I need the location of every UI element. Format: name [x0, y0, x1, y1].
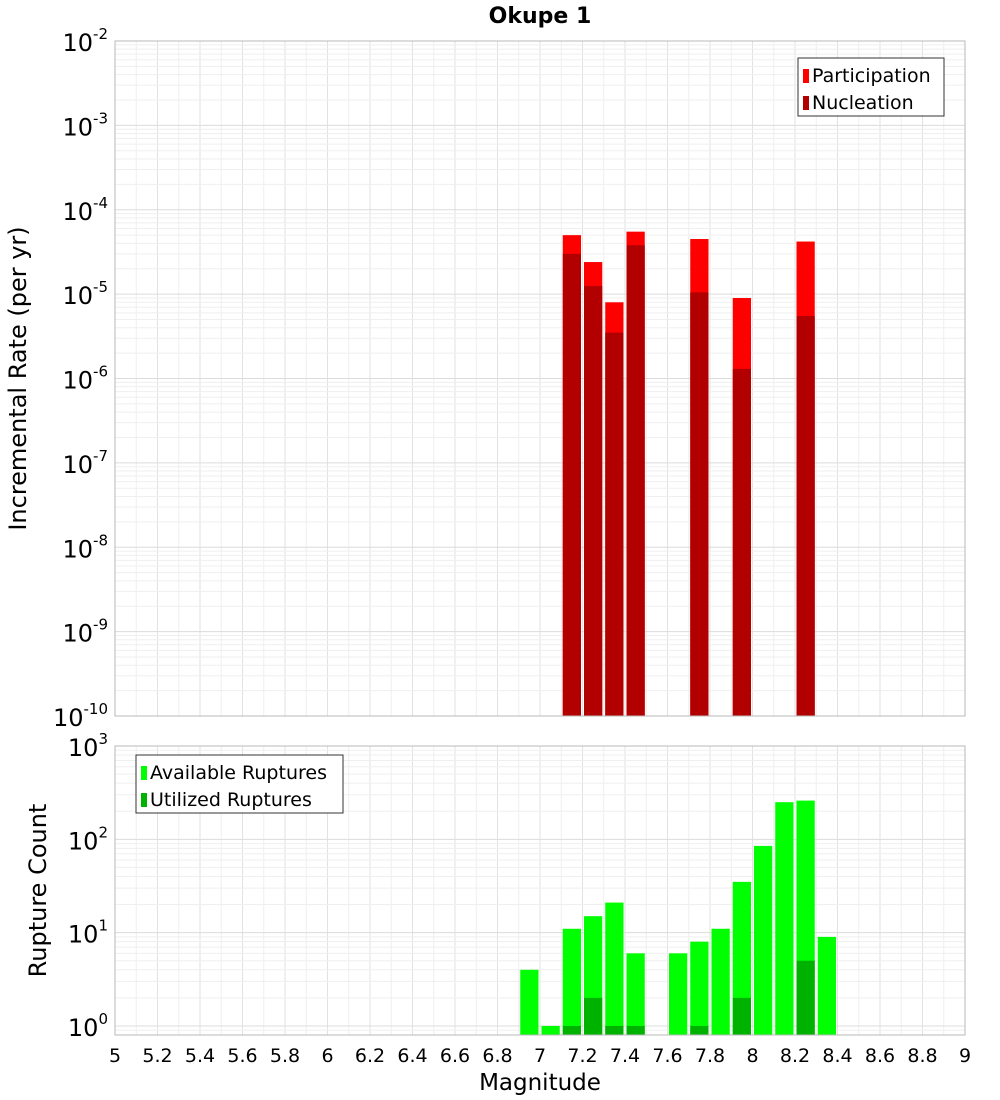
- bar-available-ruptures-7.65: [669, 953, 688, 1035]
- y-axis-label: Incremental Rate (per yr): [4, 226, 32, 530]
- legend-label-utilized-ruptures: Utilized Ruptures: [150, 789, 312, 811]
- x-tick-label: 7: [534, 1045, 546, 1067]
- bar-available-ruptures-8.05: [754, 845, 773, 1035]
- x-tick-label: 8.4: [822, 1045, 852, 1067]
- bar-available-ruptures-7.05: [541, 1025, 560, 1035]
- x-tick-label: 6.4: [397, 1045, 427, 1067]
- x-tick-label: 6.8: [482, 1045, 512, 1067]
- bar-nucleation-7.45: [626, 245, 645, 717]
- x-ticks: 5 5.2 5.4 5.6 5.8 6 6.2 6.4 6.6 6.8 7 7.2 7.4 7.6 7.8 8…: [109, 1045, 971, 1067]
- bar-available-ruptures-7.95: [732, 881, 751, 1035]
- legend-label-participation: Participation: [812, 65, 931, 87]
- bar-available-ruptures-7.35: [605, 902, 624, 1035]
- bar-nucleation-8.25: [796, 316, 815, 716]
- y-tick-label: 100: [68, 1010, 108, 1042]
- y-tick-label: 102: [68, 823, 108, 855]
- x-axis-label: Magnitude: [479, 1070, 601, 1096]
- y-tick-label: 10-7: [62, 447, 108, 479]
- panel-0: 10-10 10-9 10-8 10-7 10-6 10-5 10-4 10-3 10-2 Inc…: [4, 25, 966, 732]
- bar-nucleation-7.25: [584, 285, 603, 716]
- legend-bottom: Available Ruptures Utilized Ruptures: [135, 754, 344, 814]
- x-tick-label: 6.2: [355, 1045, 385, 1067]
- y-tick-label: 101: [68, 917, 108, 949]
- legend-label-nucleation: Nucleation: [812, 92, 914, 114]
- bar-utilized-ruptures-7.25: [584, 997, 603, 1035]
- x-tick-label: 8.8: [907, 1045, 937, 1067]
- y-tick-label: 10-3: [62, 109, 108, 141]
- x-tick-label: 8: [746, 1045, 758, 1067]
- x-tick-label: 6.6: [440, 1045, 470, 1067]
- plot-frame: [114, 40, 966, 717]
- bar-utilized-ruptures-7.95: [732, 997, 751, 1035]
- legend-top: Participation Nucleation: [797, 57, 945, 117]
- legend-label-available-ruptures: Available Ruptures: [150, 762, 327, 784]
- bar-utilized-ruptures-8.25: [796, 960, 815, 1035]
- bar-nucleation-7.15: [562, 253, 581, 716]
- x-tick-label: 6: [321, 1045, 333, 1067]
- bar-available-ruptures-7.85: [711, 928, 730, 1035]
- legend-swatch-available-ruptures: [141, 766, 147, 780]
- bar-nucleation-7.75: [690, 292, 709, 716]
- bars: [520, 800, 836, 1035]
- x-tick-label: 5.2: [142, 1045, 172, 1067]
- x-tick-label: 5.8: [270, 1045, 300, 1067]
- grid: [114, 40, 966, 717]
- y-tick-label: 10-4: [62, 194, 108, 226]
- bar-utilized-ruptures-7.45: [626, 1025, 645, 1035]
- bar-available-ruptures-7.15: [562, 928, 581, 1035]
- bar-utilized-ruptures-7.15: [562, 1025, 581, 1035]
- bar-utilized-ruptures-7.75: [690, 1025, 709, 1035]
- x-tick-label: 7.2: [567, 1045, 597, 1067]
- bar-utilized-ruptures-7.35: [605, 1025, 624, 1035]
- legend-swatch-nucleation: [803, 96, 809, 110]
- y-tick-label: 10-9: [62, 616, 108, 648]
- y-tick-label: 10-2: [62, 25, 108, 57]
- bars: [562, 231, 815, 717]
- legend-swatch-utilized-ruptures: [141, 793, 147, 807]
- bar-available-ruptures-8.35: [817, 936, 836, 1035]
- x-tick-label: 5.6: [227, 1045, 257, 1067]
- y-tick-label: 10-6: [62, 363, 108, 395]
- legend-swatch-participation: [803, 69, 809, 83]
- bar-nucleation-7.35: [605, 332, 624, 716]
- x-tick-label: 5.4: [185, 1045, 215, 1067]
- y-tick-label: 10-10: [53, 700, 108, 732]
- y-axis-label: Rupture Count: [24, 804, 52, 978]
- plot-frame: [114, 745, 966, 1036]
- bar-available-ruptures-7.45: [626, 953, 645, 1035]
- y-tick-label: 10-8: [62, 531, 108, 563]
- x-tick-label: 8.6: [865, 1045, 895, 1067]
- legend-box: [135, 754, 344, 814]
- y-tick-label: 103: [68, 730, 108, 762]
- x-tick-label: 5: [109, 1045, 121, 1067]
- bar-available-ruptures-8.15: [775, 802, 794, 1035]
- x-tick-label: 7.4: [610, 1045, 640, 1067]
- chart-title: Okupe 1: [489, 4, 592, 29]
- legend-box: [797, 57, 945, 117]
- x-tick-label: 7.8: [695, 1045, 725, 1067]
- x-tick-label: 8.2: [780, 1045, 810, 1067]
- y-tick-label: 10-5: [62, 278, 108, 310]
- x-tick-label: 9: [959, 1045, 971, 1067]
- bar-nucleation-7.95: [732, 368, 751, 716]
- x-tick-label: 7.6: [652, 1045, 682, 1067]
- bar-available-ruptures-7.75: [690, 941, 709, 1035]
- bar-available-ruptures-6.95: [520, 969, 539, 1035]
